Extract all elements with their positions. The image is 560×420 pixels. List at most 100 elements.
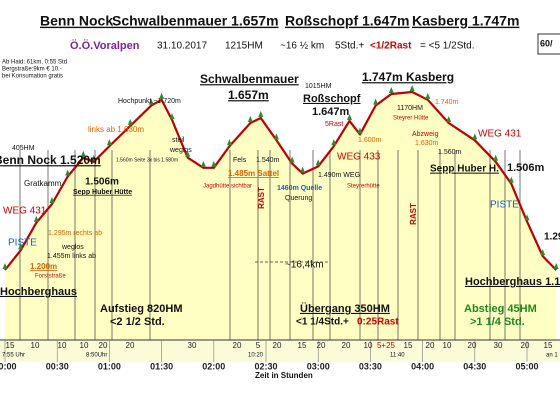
- tree-marker: [508, 176, 514, 183]
- segment-minutes: 15: [6, 341, 15, 350]
- segment-minutes: 15: [404, 341, 413, 350]
- annotation: Abzweig: [412, 131, 439, 138]
- segment-minutes: 30: [494, 341, 503, 350]
- annotation: 1.657m: [228, 88, 269, 102]
- annotation: Kasberg 1.747m: [412, 13, 519, 29]
- tree-marker: [200, 160, 206, 167]
- annotation: 1.540m: [256, 157, 280, 164]
- annotation: RAST: [409, 203, 418, 225]
- annotation: weglos: [61, 244, 84, 251]
- annotation: Schwalbenmauer: [200, 72, 299, 86]
- tree-marker: [80, 150, 86, 157]
- tree-marker: [273, 133, 279, 140]
- segment-minutes: 10: [364, 341, 373, 350]
- annotation: Übergang 350HM: [300, 302, 390, 315]
- annotation: Ö.Ö.Voralpen: [70, 39, 140, 52]
- annotation: 1.506m: [85, 177, 119, 188]
- segment-minutes: 5: [256, 341, 261, 350]
- x-tick-label: 02:00: [202, 361, 225, 371]
- annotation: Roßschopf 1.647m: [285, 13, 409, 29]
- annotation: 1.600m: [358, 137, 382, 144]
- annotation: WEG 431: [478, 129, 522, 140]
- annotation: 1.740m: [435, 99, 459, 106]
- annotation: Querung: [285, 195, 312, 202]
- annotation: Forststraße: [35, 274, 66, 280]
- x-tick-label: 01:00: [98, 361, 121, 371]
- area-fill: [5, 92, 557, 340]
- tree-marker: [331, 139, 337, 146]
- segment-minutes: 30: [188, 341, 197, 350]
- tree-marker: [169, 113, 175, 120]
- tree-marker: [388, 87, 394, 94]
- x-tick-label: 00:00: [0, 361, 17, 371]
- tree-marker: [524, 214, 530, 221]
- annotation: Zeit in Stunden: [255, 371, 313, 380]
- tree-marker: [148, 98, 154, 105]
- annotation: 1.747m Kasberg: [362, 70, 454, 84]
- annotation: 1460m Quelle: [277, 185, 322, 192]
- annotation: 1170HM: [397, 105, 423, 112]
- annotation: Jagdhütte sichtbar: [203, 184, 252, 190]
- x-tick-label: 04:30: [463, 361, 486, 371]
- tree-marker: [373, 98, 379, 105]
- annotation: 1.455m links ab: [47, 253, 96, 260]
- tree-marker: [300, 166, 306, 173]
- annotation: Hochpunkt ~1.720m: [118, 98, 181, 105]
- annotation: ~16 ½ km: [280, 41, 324, 52]
- annotation: <1 1/4Std.+: [296, 317, 349, 328]
- x-tick-label: 01:30: [150, 361, 173, 371]
- x-tick-label: 02:30: [254, 361, 277, 371]
- tree-marker: [289, 156, 295, 163]
- tree-marker: [446, 115, 452, 122]
- annotation: Sepp Huber H.: [430, 164, 499, 175]
- tree-marker: [106, 139, 112, 146]
- segment-minutes: 20: [273, 341, 282, 350]
- annotation: 405HM: [12, 145, 35, 152]
- annotation: Benn Nock: [40, 13, 113, 29]
- tree-marker: [409, 85, 415, 91]
- annotation: WEG 431: [3, 206, 47, 217]
- annotation: <2 1/2 Std.: [110, 316, 165, 328]
- tree-marker: [347, 113, 353, 120]
- annotation: = <5 1/2Std.: [420, 41, 475, 52]
- annotation: WEG 433: [337, 152, 381, 163]
- annotation: 1.647m: [312, 106, 350, 118]
- segment-minutes: 20: [468, 341, 477, 350]
- x-tick-label: 04:00: [411, 361, 434, 371]
- segment-minutes: 15: [544, 341, 553, 350]
- tree-marker: [91, 154, 97, 161]
- segment-minutes: 5+25: [377, 341, 396, 350]
- annotation: Hochberghaus: [0, 286, 77, 298]
- tree-marker: [315, 159, 321, 166]
- segment-minutes: 20: [426, 341, 435, 350]
- annotation: Roßschopf: [303, 93, 361, 105]
- annotation: PISTE: [8, 238, 37, 249]
- annotation: 8:50Uhr: [86, 353, 107, 359]
- tree-marker: [226, 139, 232, 146]
- annotation: ~16,4km: [285, 260, 324, 271]
- segment-minutes: 10: [31, 341, 40, 350]
- segment-minutes: 15: [298, 341, 307, 350]
- annotation: Sepp Huber Hütte: [73, 189, 132, 196]
- annotation: weglos: [169, 147, 192, 154]
- segment-minutes: 10: [80, 341, 89, 350]
- tree-marker: [65, 169, 71, 176]
- annotation: 1.200m: [30, 262, 57, 271]
- segment-minutes: 20: [521, 341, 530, 350]
- annotation: 1.485m Sattel: [228, 169, 279, 178]
- annotation: 1015HM: [305, 83, 332, 90]
- annotation: 5Rast: [325, 121, 343, 128]
- segment-minutes: 20: [317, 341, 326, 350]
- tree-marker: [127, 118, 133, 125]
- annotation: 1.560m Seite 3x bis 1.580m: [116, 157, 178, 163]
- tree-marker: [493, 154, 499, 161]
- annotation: 7:55 Uhr: [2, 353, 25, 359]
- tree-marker: [49, 197, 55, 204]
- segment-minutes: 20: [233, 341, 242, 350]
- annotation: Bergstraße:9km € 10.-: [2, 67, 62, 73]
- annotation: 0:25Rast: [357, 317, 399, 328]
- annotation: PISTE: [490, 200, 519, 211]
- annotation: 11:40: [390, 353, 405, 359]
